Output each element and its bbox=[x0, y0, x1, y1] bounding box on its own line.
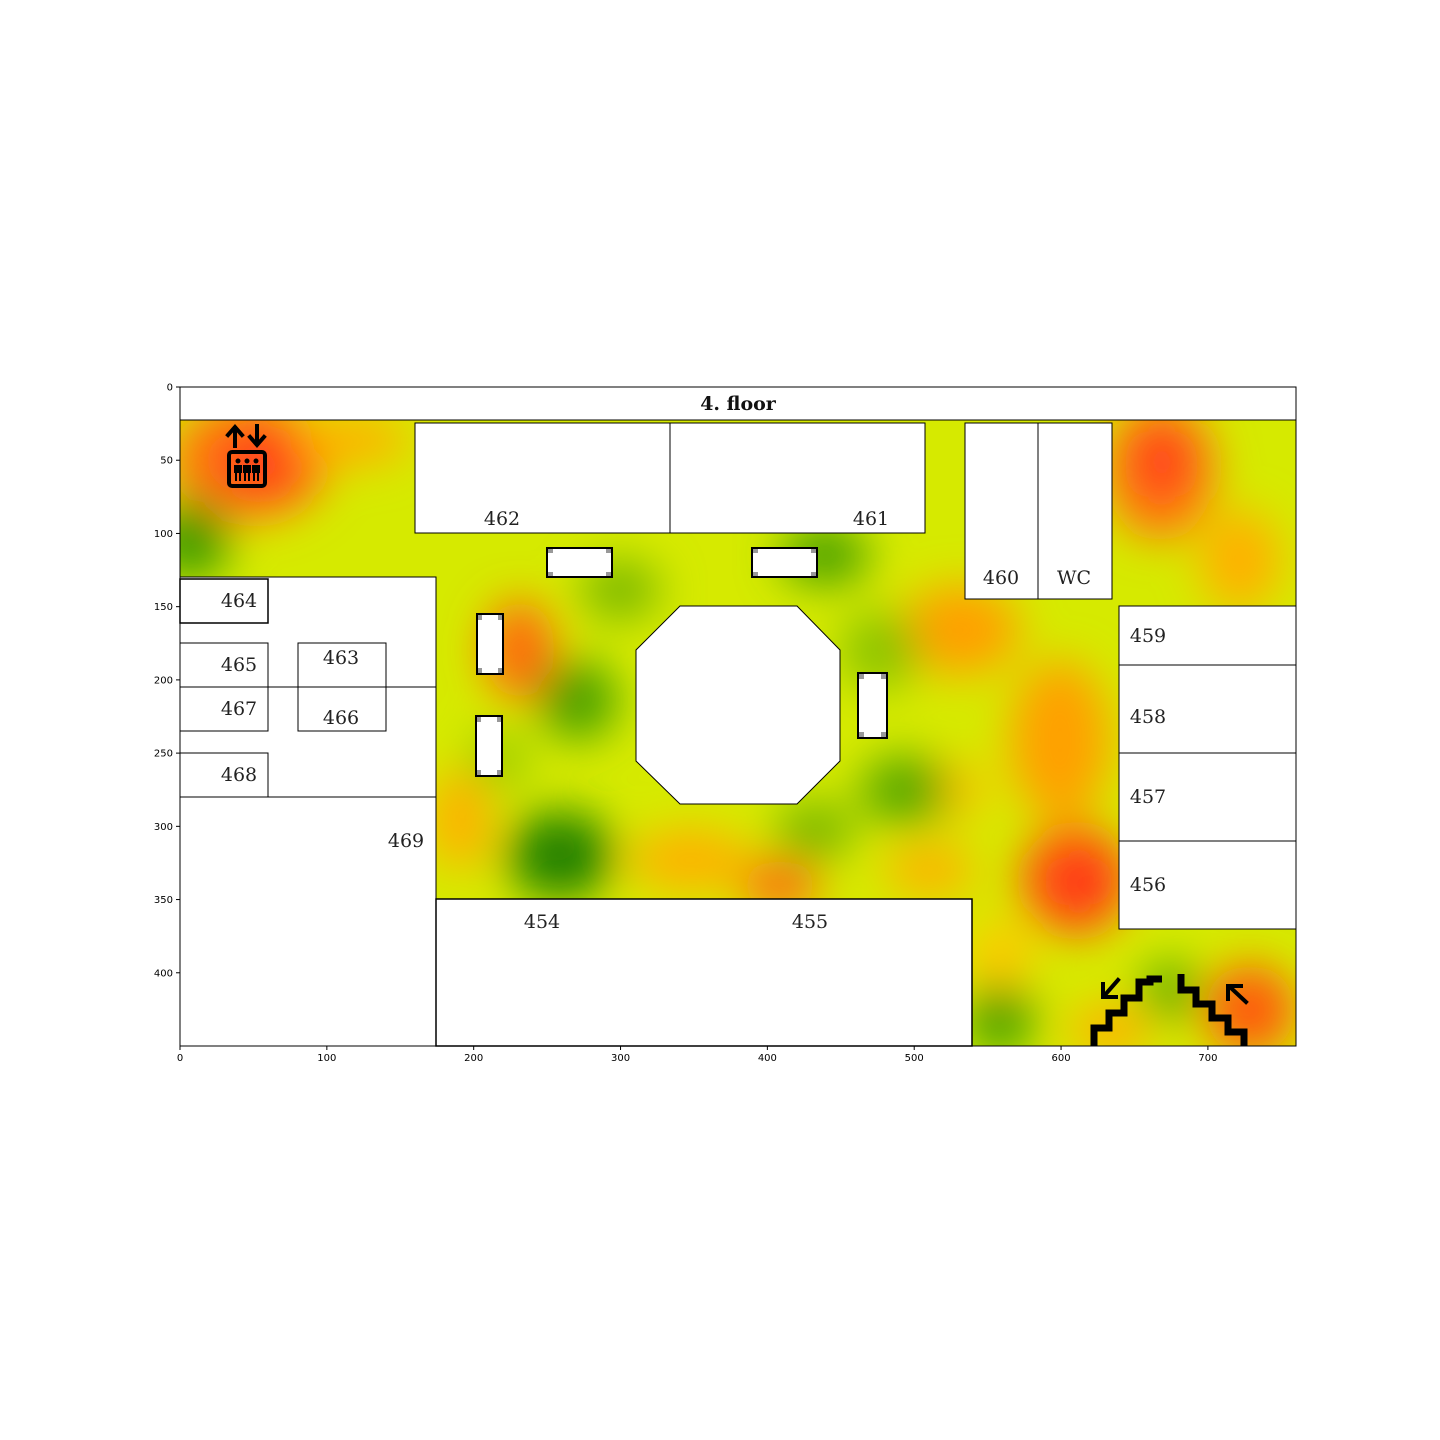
stairs-icon bbox=[1090, 974, 1249, 1046]
x-tick-label: 500 bbox=[905, 1053, 924, 1064]
room-458: 458 bbox=[1118, 664, 1297, 754]
x-tick-label: 300 bbox=[611, 1053, 630, 1064]
room-468-label: 468 bbox=[221, 764, 257, 786]
pillar bbox=[475, 715, 503, 777]
room-wc: WC bbox=[1037, 422, 1113, 600]
room-463: 463 bbox=[297, 642, 387, 688]
room-467: 467 bbox=[179, 686, 269, 732]
y-tick-label: 200 bbox=[154, 675, 173, 686]
y-tick-label: 400 bbox=[154, 968, 173, 979]
room-463-label: 463 bbox=[323, 647, 359, 669]
room-467-label: 467 bbox=[221, 698, 257, 720]
room-465: 465 bbox=[179, 642, 269, 688]
room-457: 457 bbox=[1118, 752, 1297, 842]
room-468: 468 bbox=[179, 752, 269, 798]
y-tick-label: 150 bbox=[154, 602, 173, 613]
floor-title: 4. floor bbox=[700, 393, 777, 415]
room-455-label: 455 bbox=[792, 911, 828, 933]
room-458-label: 458 bbox=[1130, 706, 1166, 728]
room-461: 461 bbox=[669, 422, 926, 534]
central-atrium bbox=[635, 605, 841, 805]
room-460-label: 460 bbox=[983, 567, 1019, 589]
room-459: 459 bbox=[1118, 605, 1297, 666]
room-454-455: 454 455 bbox=[435, 898, 973, 1047]
x-tick-label: 700 bbox=[1198, 1053, 1217, 1064]
pillar bbox=[751, 547, 818, 578]
room-456-label: 456 bbox=[1130, 874, 1166, 896]
room-469-label: 469 bbox=[388, 830, 424, 852]
y-tick-label: 350 bbox=[154, 895, 173, 906]
room-466: 466 bbox=[297, 686, 387, 732]
y-tick-label: 50 bbox=[160, 456, 173, 467]
x-tick-label: 100 bbox=[317, 1053, 336, 1064]
room-459-label: 459 bbox=[1130, 625, 1166, 647]
room-466-label: 466 bbox=[323, 707, 359, 729]
room-wc-label: WC bbox=[1057, 567, 1091, 589]
room-454-label: 454 bbox=[524, 911, 560, 933]
x-axis: 0 100 200 300 400 500 600 700 bbox=[177, 1046, 1217, 1064]
y-tick-label: 250 bbox=[154, 749, 173, 760]
x-tick-label: 400 bbox=[758, 1053, 777, 1064]
room-462-label: 462 bbox=[484, 508, 520, 530]
y-tick-label: 300 bbox=[154, 822, 173, 833]
room-461-label: 461 bbox=[853, 508, 889, 530]
y-axis: 0 50 100 150 200 250 300 350 400 bbox=[154, 383, 180, 979]
x-tick-label: 0 bbox=[177, 1053, 183, 1064]
y-tick-label: 0 bbox=[167, 383, 173, 394]
pillar bbox=[476, 613, 504, 675]
room-464-label: 464 bbox=[221, 590, 257, 612]
x-tick-label: 200 bbox=[464, 1053, 483, 1064]
room-460: 460 bbox=[964, 422, 1039, 600]
room-456: 456 bbox=[1118, 840, 1297, 930]
elevator-icon bbox=[225, 423, 267, 488]
room-464: 464 bbox=[179, 578, 269, 624]
y-tick-label: 100 bbox=[154, 529, 173, 540]
pillar bbox=[857, 672, 888, 739]
room-462: 462 bbox=[414, 422, 671, 534]
pillar bbox=[546, 547, 613, 578]
x-tick-label: 600 bbox=[1052, 1053, 1071, 1064]
room-457-label: 457 bbox=[1130, 786, 1166, 808]
room-465-label: 465 bbox=[221, 654, 257, 676]
